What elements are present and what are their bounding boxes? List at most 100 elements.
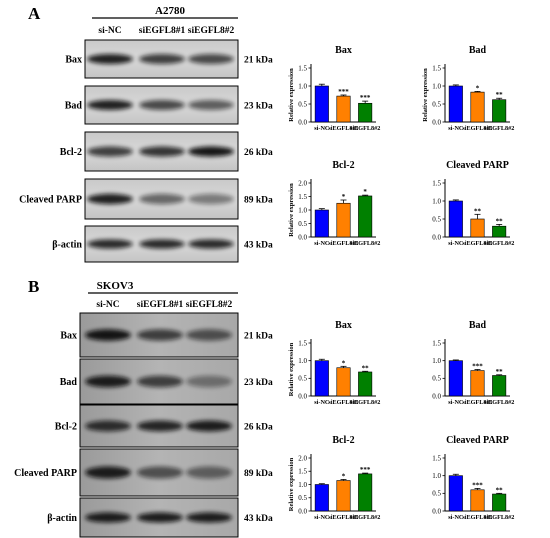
panel-a-cell-line: A2780: [155, 5, 185, 17]
blot-band: [188, 239, 234, 249]
blot-band: [188, 54, 234, 64]
protein-label: β-actin: [52, 240, 82, 251]
bar: [470, 91, 485, 123]
y-axis-label: Relative expression: [288, 68, 295, 122]
y-axis-label: Relative expression: [288, 342, 295, 396]
y-axis-label: Relative expression: [288, 183, 295, 237]
y-tick-label: 0.5: [432, 490, 441, 498]
bar: [314, 209, 329, 238]
significance-label: **: [496, 91, 504, 99]
x-tick-label: si-NC: [314, 240, 329, 247]
significance-label: **: [496, 368, 504, 376]
chart-title: Bax: [335, 320, 352, 331]
x-tick-label: siEGFL8#2: [350, 514, 380, 521]
bar: [492, 225, 507, 238]
significance-label: *: [342, 193, 346, 201]
y-tick-label: 0.5: [298, 100, 307, 108]
significance-label: ***: [360, 94, 371, 102]
bar: [314, 484, 329, 512]
panel-a-lane-1: si-NC: [98, 26, 121, 36]
blot-band: [85, 512, 131, 523]
bar: [336, 480, 351, 512]
y-axis-label: Relative expression: [288, 457, 295, 511]
blot-band: [186, 329, 232, 341]
blot-row: Bcl-2 26 kDa: [60, 131, 273, 172]
y-tick-label: 0.5: [298, 494, 307, 502]
bar: [448, 475, 463, 512]
blot-row: Cleaved PARP 89 kDa: [14, 448, 273, 497]
protein-label: Cleaved PARP: [19, 195, 82, 206]
x-tick-label: siEGFL8#2: [484, 514, 514, 521]
y-tick-label: 1.5: [432, 339, 441, 347]
y-tick-label: 1.5: [298, 339, 307, 347]
chart-title: Cleaved PARP: [446, 435, 509, 446]
y-tick-label: 0.0: [432, 233, 441, 241]
chart-title: Bcl-2: [332, 160, 354, 171]
y-tick-label: 1.5: [432, 179, 441, 187]
y-tick-label: 0.5: [432, 375, 441, 383]
y-tick-label: 0.0: [432, 392, 441, 400]
blot-row: Bad 23 kDa: [60, 358, 273, 405]
blot-band: [137, 466, 183, 479]
blot-row: Bcl-2 26 kDa: [55, 404, 273, 448]
bar: [492, 375, 507, 397]
bar-chart: Cleaved PARP 0.0 0.5 1.0 1.5 si-NC *** siEGFL8#…: [432, 435, 514, 521]
chart-title: Cleaved PARP: [446, 160, 509, 171]
y-tick-label: 0.0: [432, 118, 441, 126]
panel-a-blot: A A2780 si-NC siEGFL8#1 siEGFL8#2 Bax 21 …: [19, 4, 273, 263]
significance-label: ***: [472, 481, 483, 489]
bar: [448, 360, 463, 397]
x-tick-label: siEGFL8#1: [462, 125, 492, 132]
bar: [314, 360, 329, 397]
y-tick-label: 1.0: [298, 357, 307, 365]
blot-band: [139, 54, 185, 64]
bar: [358, 371, 373, 397]
protein-label: Cleaved PARP: [14, 468, 77, 479]
blot-band: [85, 329, 131, 341]
bar: [358, 102, 373, 123]
panel-a-lane-2: siEGFL8#1: [139, 26, 186, 36]
y-tick-label: 0.0: [298, 118, 307, 126]
x-tick-label: siEGFL8#1: [462, 399, 492, 406]
significance-label: *: [476, 84, 480, 92]
blot-band: [87, 146, 133, 157]
x-tick-label: si-NC: [448, 514, 463, 521]
blot-band: [87, 100, 133, 110]
blot-row: Bax 21 kDa: [60, 312, 273, 358]
blot-band: [188, 193, 234, 205]
bar: [448, 85, 463, 123]
blot-row: Cleaved PARP 89 kDa: [19, 178, 273, 220]
blot-band: [139, 100, 185, 110]
significance-label: *: [342, 359, 346, 367]
y-tick-label: 0.5: [432, 100, 441, 108]
protein-label: Bax: [65, 55, 82, 66]
panel-b-lane-3: siEGFL8#2: [186, 300, 233, 310]
significance-label: *: [363, 188, 367, 196]
x-tick-label: si-NC: [314, 399, 329, 406]
y-tick-label: 0.0: [298, 507, 307, 515]
blot-band: [87, 239, 133, 249]
y-tick-label: 2.0: [298, 454, 307, 462]
protein-label: Bad: [60, 377, 78, 388]
x-tick-label: siEGFL8#2: [350, 125, 380, 132]
blot-row: Bax 21 kDa: [65, 39, 273, 79]
protein-label: Bcl-2: [55, 422, 77, 433]
bar: [492, 493, 507, 512]
bar: [448, 200, 463, 238]
bar: [336, 367, 351, 397]
panel-b-cell-line: SKOV3: [97, 280, 134, 292]
blot-band: [137, 420, 183, 432]
blot-band: [85, 375, 131, 388]
x-tick-label: si-NC: [448, 399, 463, 406]
kda-label: 43 kDa: [244, 514, 273, 524]
x-tick-label: si-NC: [314, 125, 329, 132]
panel-a-letter: A: [28, 4, 41, 23]
y-tick-label: 1.5: [298, 64, 307, 72]
blot-band: [188, 146, 234, 157]
blot-band: [139, 193, 185, 205]
significance-label: ***: [338, 88, 349, 96]
